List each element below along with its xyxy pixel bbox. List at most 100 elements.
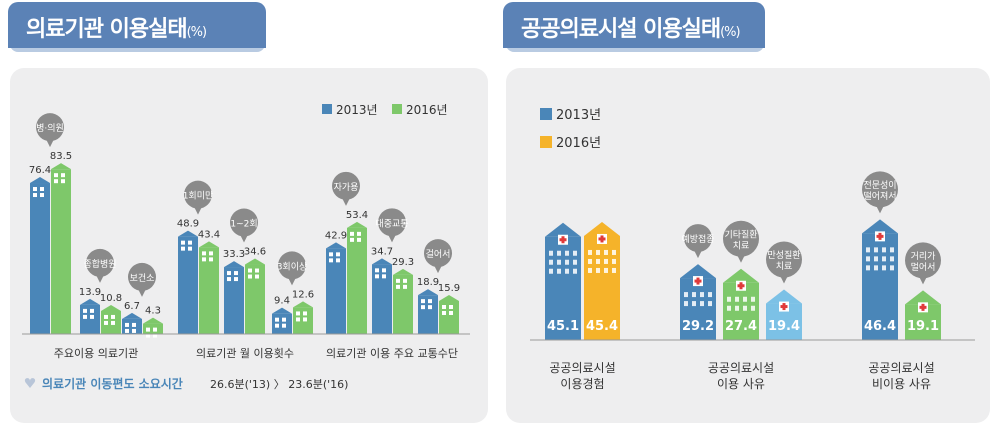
public-bar-0-0-window [565,268,569,274]
category-bubble-2-1 [378,208,406,237]
bar-2-1-2013 [372,264,392,334]
right-legend-2016-label: 2016년 [556,136,601,151]
bar-2-2-2013-window [428,299,432,304]
bar-1-0-2013-window [188,246,192,251]
public-bar-2-0-window [882,247,886,253]
public-category-bubble-2-0-label: 전문성이 [863,180,896,191]
public-bar-1-2-cross-h [780,305,788,309]
bar-1-1-2013 [224,267,244,334]
bar-2-0-2016 [347,227,367,334]
bar-2-1-2016-window [396,278,400,283]
right-legend-2016-swatch [540,136,552,148]
bar-1-0-2016-window [202,251,206,256]
bar-1-0-2016-window [209,251,213,256]
bar-2-2-2016-window [449,304,453,309]
category-bubble-2-2 [424,239,452,268]
public-bar-0-0-window [549,268,553,274]
left-legend-2013-swatch [322,104,332,114]
category-bubble-2-1-label: 대중교통 [375,218,408,229]
bar-2-2-2013-window [421,305,425,310]
bar-roof-1-0-2013 [178,230,198,237]
public-bar-1-1-window [751,296,755,302]
bar-1-1-2013-window [227,271,231,276]
public-bar-1-1-cross-h [737,284,745,288]
bar-roof-0-1-2016 [101,304,121,311]
public-bar-0-1-window [596,267,600,273]
value-label-2-0-2016: 53.4 [346,210,368,221]
public-bar-0-1-window [604,258,608,264]
public-bar-0-1-window [588,267,592,273]
bar-1-1-2016-window [255,274,259,279]
bar-0-2-2016-window [153,333,157,338]
bar-1-1-2013-window [227,277,231,282]
public-category-bubble-1-2-pointer [780,275,788,284]
public-bar-0-0-window [565,259,569,265]
public-bar-roof-2-1 [905,290,941,305]
public-bar-0-0-window [557,268,561,274]
public-bar-1-1-window [735,296,739,302]
bar-2-0-2016-window [357,237,361,242]
bar-roof-1-2-2016 [293,301,313,308]
public-bar-1-0-window [700,301,704,307]
bar-0-2-2016-window [146,333,150,338]
public-bar-1-0-cross-h [694,279,702,283]
public-category-bubble-1-0 [684,224,712,253]
bar-1-1-2013-window [234,271,238,276]
bar-2-1-2016 [393,274,413,334]
public-value-label-2-1: 19.1 [907,319,939,334]
value-label-1-0-2016: 43.4 [198,229,220,240]
value-label-1-1-2013: 33.3 [223,249,245,260]
bar-0-0-2016-window [54,173,58,178]
public-bar-roof-1-0 [680,264,716,279]
bar-roof-0-2-2013 [122,312,142,319]
bar-roof-2-1-2013 [372,258,392,265]
bar-0-1-2013-window [83,314,87,319]
bar-roof-0-2-2016 [143,317,163,324]
public-group-label-2-line1: 공공의료시설 [868,361,934,375]
public-value-label-2-0: 46.4 [864,319,896,334]
bar-0-0-2016 [51,169,71,334]
public-bar-0-0-window [557,259,561,265]
bar-0-2-2013-window [132,328,136,333]
bar-roof-2-2-2013 [418,289,438,296]
public-bar-0-0-window [573,268,577,274]
bar-2-2-2013 [418,295,438,334]
bar-0-0-2016-window [61,179,65,184]
bar-0-1-2016-window [111,320,115,325]
bar-2-2-2016-window [449,310,453,315]
category-bubble-0-1-pointer [96,274,104,283]
bar-1-0-2013-window [181,240,185,245]
bar-roof-1-2-2013 [272,307,292,314]
bar-0-2-2013-window [125,328,129,333]
public-bar-2-0-window [874,265,878,271]
bar-1-1-2016-window [248,268,252,273]
bar-2-2-2016-window [442,304,446,309]
value-label-1-0-2013: 48.9 [177,219,199,230]
category-bubble-0-2-pointer [138,288,146,297]
bar-1-0-2013-window [188,240,192,245]
bar-roof-0-1-2013 [80,298,100,305]
public-bar-0-0-window [557,250,561,256]
left-panel [10,68,488,423]
public-value-label-0-1: 45.4 [586,319,618,334]
bar-0-2-2013-window [125,322,129,327]
bar-0-1-2013-window [83,308,87,313]
bar-0-0-2016-window [61,173,65,178]
bar-2-1-2016-window [403,284,407,289]
public-bar-1-1-window [735,305,739,311]
category-bubble-2-2-label: 걸어서 [426,249,451,260]
public-bar-1-0 [680,278,716,340]
value-label-2-2-2013: 18.9 [417,277,439,288]
heart-icon [24,378,36,388]
bar-1-1-2016 [245,264,265,334]
value-label-0-2-2016: 4.3 [145,306,161,317]
bar-1-1-2016-window [255,268,259,273]
group-label-1: 의료기관 월 이용횟수 [196,347,294,360]
left-legend-2013-label: 2013년 [336,103,378,117]
public-bar-1-0-window [708,301,712,307]
value-label-1-1-2016: 34.6 [244,247,266,258]
bar-1-1-2013-window [234,277,238,282]
value-label-0-2-2013: 6.7 [124,301,140,312]
bar-2-0-2013-window [336,252,340,257]
public-bar-roof-1-1 [723,268,759,283]
